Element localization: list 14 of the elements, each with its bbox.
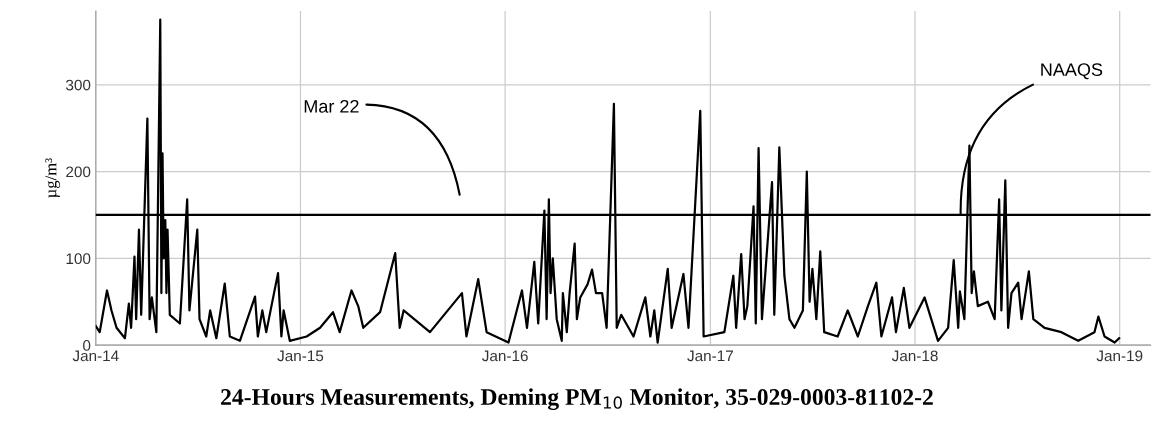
x-tick-label: Jan-18: [891, 350, 938, 362]
text: 24-Hours Measurements, Deming PM$_{10}$ Monitor, 35-029-0003-81102-2: [221, 388, 933, 410]
ref-line-label: NAAQS: [1041, 63, 1103, 80]
x-tick-label: Jan-16: [482, 350, 528, 362]
x-tick-label: Jan-17: [687, 350, 733, 362]
y-tick-label: 0: [83, 340, 91, 351]
x-tick-label: Jan-14: [72, 350, 119, 362]
annotation: Mar 22: [304, 99, 359, 113]
y-axis-title: µg/m³: [45, 158, 60, 198]
x-tick-label: Jan-19: [1096, 350, 1143, 362]
y-tick-label: 200: [66, 166, 91, 178]
y-tick-label: 100: [66, 253, 91, 265]
y-tick-label: 300: [66, 79, 91, 91]
x-tick-label: Jan-15: [277, 350, 324, 362]
